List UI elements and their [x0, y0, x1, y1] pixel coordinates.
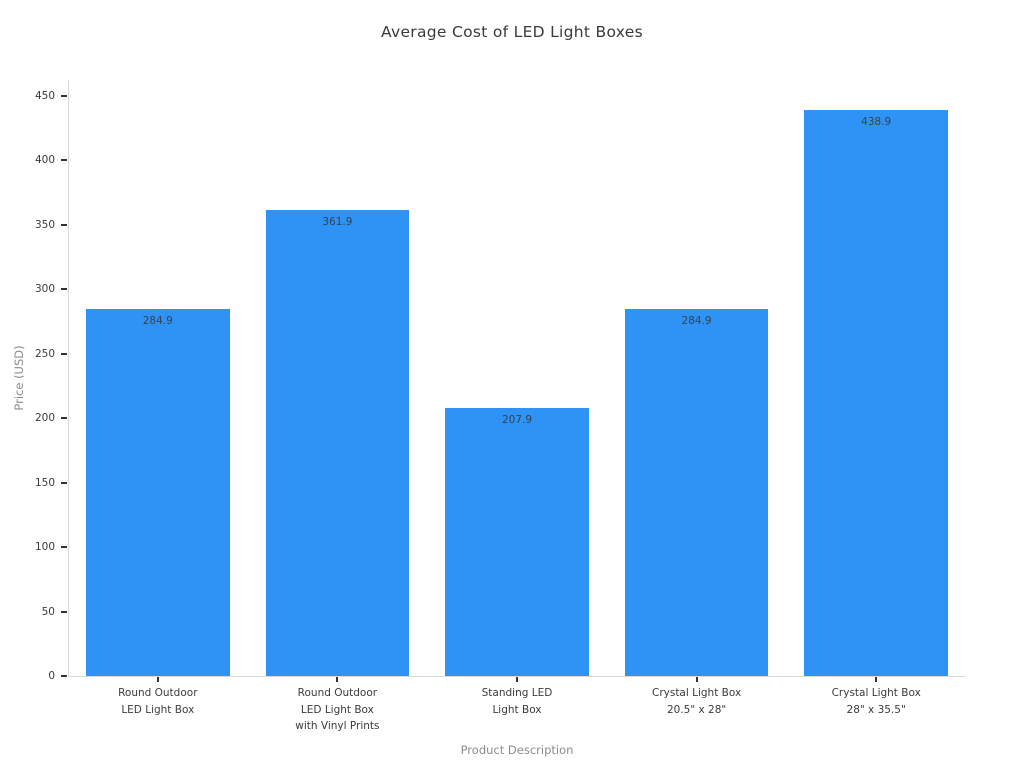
x-category-label-line: Crystal Light Box — [651, 687, 742, 699]
y-tick-label: 200 — [34, 412, 55, 425]
y-tick-label: 400 — [34, 154, 55, 167]
y-tick-mark — [61, 610, 67, 613]
y-tick-mark — [61, 159, 67, 162]
y-tick-mark — [61, 546, 67, 549]
x-category-label-line: LED Light Box — [121, 703, 195, 716]
x-category-label-line: with Vinyl Prints — [295, 720, 380, 732]
y-tick-mark — [61, 352, 67, 355]
bar-value-label: 438.9 — [861, 116, 892, 129]
x-tick-mark — [336, 677, 339, 682]
bar: 284.9 — [85, 308, 230, 676]
x-tick-mark — [516, 677, 518, 682]
x-category-label-line: Standing LED — [481, 687, 553, 699]
x-category-label: Standing LED Light Box — [427, 685, 607, 718]
x-tick-mark — [156, 677, 159, 682]
y-tick-mark — [61, 223, 67, 226]
x-category-label-line: LED Light Box — [300, 703, 374, 716]
bar: 207.9 — [445, 408, 589, 676]
x-axis-title: Product Description — [460, 743, 574, 757]
x-category-label: Crystal Light Box 28" x 35.5" — [786, 685, 966, 718]
y-tick-label: 250 — [34, 347, 55, 360]
y-tick-mark — [61, 417, 67, 420]
bar-value-label: 207.9 — [501, 414, 533, 427]
x-category-label-line: Round Outdoor — [118, 687, 198, 699]
y-tick-label: 0 — [48, 670, 55, 682]
y-tick-mark — [61, 95, 67, 97]
bar-value-label: 361.9 — [322, 215, 353, 228]
x-category-label: Round Outdoor LED Light Box with Vinyl Pri… — [248, 685, 428, 735]
x-category-label-line: 20.5" x 28" — [666, 703, 727, 716]
y-axis-line — [68, 80, 69, 676]
bar-value-label: 284.9 — [142, 314, 173, 327]
plot-area: 284.9 361.9 207.9 284.9 438.9 — [68, 80, 966, 677]
y-tick-label: 350 — [34, 218, 55, 231]
y-tick-label: 300 — [34, 283, 55, 296]
x-tick-mark — [875, 677, 878, 682]
x-category-label-line: Round Outdoor — [297, 687, 378, 699]
x-category-label-line: 28" x 35.5" — [846, 703, 906, 716]
y-tick-label: 450 — [34, 90, 55, 102]
y-tick-mark — [61, 288, 67, 291]
x-axis-line — [68, 676, 966, 677]
y-tick-label: 50 — [41, 605, 55, 618]
x-tick-mark — [695, 677, 698, 682]
y-tick-label: 100 — [34, 541, 55, 554]
x-category-label: Crystal Light Box 20.5" x 28" — [607, 685, 787, 718]
bar-value-label: 284.9 — [681, 314, 712, 327]
y-tick-mark — [61, 675, 67, 677]
bar: 284.9 — [624, 308, 769, 676]
bar: 361.9 — [265, 209, 410, 676]
x-category-label: Round Outdoor LED Light Box — [68, 685, 248, 718]
x-category-label-line: Light Box — [492, 703, 542, 716]
x-category-label-line: Crystal Light Box — [831, 687, 921, 699]
y-tick-mark — [61, 481, 67, 484]
bar: 438.9 — [804, 110, 949, 676]
chart-title: Average Cost of LED Light Boxes — [381, 23, 643, 41]
y-tick-label: 150 — [34, 476, 55, 489]
